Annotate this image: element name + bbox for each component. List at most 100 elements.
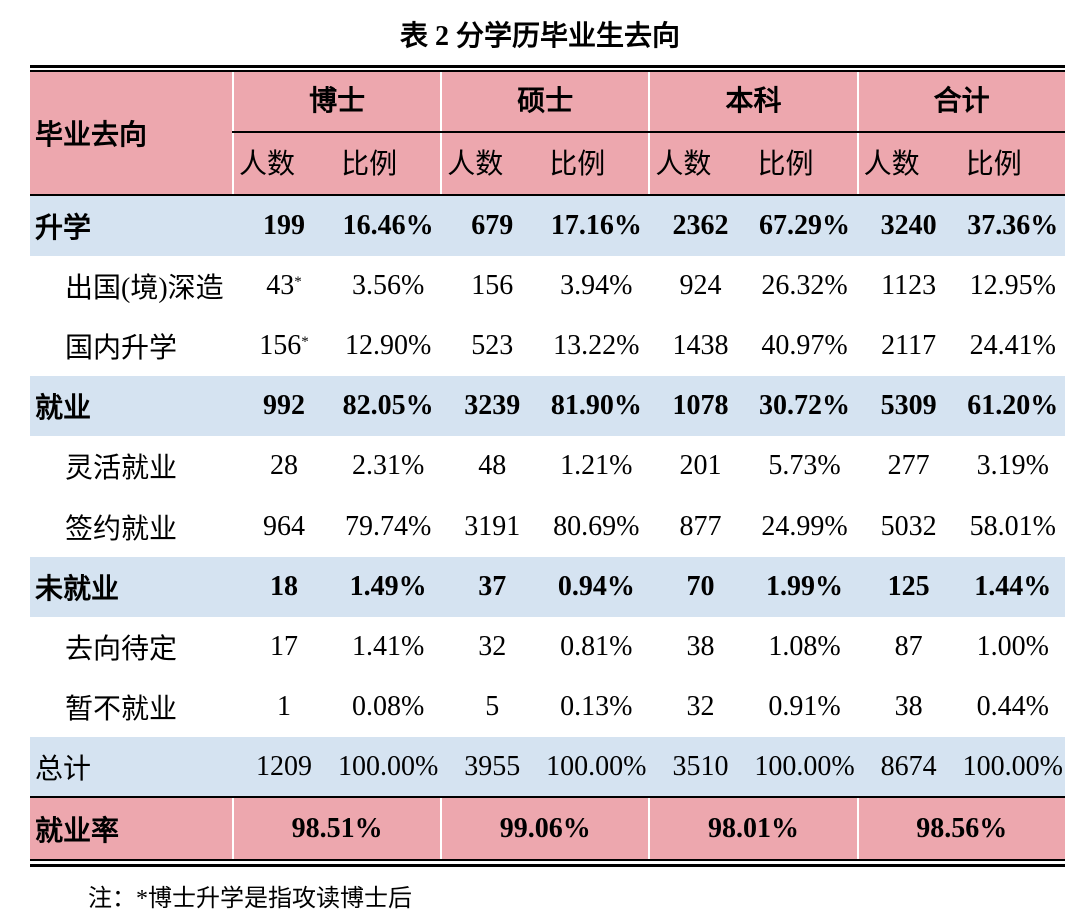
cell-value: 0.91% (768, 690, 841, 722)
cell-value: 32 (478, 630, 507, 662)
cell-value: 100.00% (962, 750, 1063, 782)
row-label: 升学 (35, 213, 92, 245)
cell-value: 16.46% (342, 210, 434, 242)
cell-value: 32 (686, 690, 715, 722)
group-header: 本科 (648, 70, 856, 128)
row-label: 暂不就业 (65, 693, 178, 725)
cell-value: 877 (679, 510, 722, 542)
cell-value: 87 (894, 630, 923, 662)
cell-value: 0.13% (560, 690, 633, 722)
row-bg (30, 556, 1065, 617)
cell-value: 37.36% (967, 210, 1059, 242)
footer-value: 98.56% (856, 798, 1065, 859)
cell-value: 3.19% (976, 450, 1049, 482)
cell-value: 67.29% (759, 210, 851, 242)
row-label: 去向待定 (65, 633, 178, 665)
footer-bg (30, 798, 1065, 859)
cell-value: 30.72% (759, 390, 851, 422)
row-bg (30, 376, 1065, 437)
row-label: 未就业 (35, 573, 120, 605)
cell-value: 17 (270, 630, 299, 662)
cell-value: 277 (887, 450, 930, 482)
cell-value: 0.94% (557, 570, 635, 602)
group-header: 硕士 (440, 70, 648, 128)
cell-value: 3239 (464, 390, 521, 422)
cell-value: 5032 (880, 510, 937, 542)
cell-value: 3.94% (560, 270, 633, 302)
row-bg (30, 196, 1065, 257)
cell-value: 1078 (672, 390, 729, 422)
cell-value: 79.74% (344, 510, 432, 542)
cell-value: 201 (679, 450, 722, 482)
cell-value: 3955 (464, 750, 521, 782)
cell-value: 2362 (672, 210, 729, 242)
cell-value: 61.20% (967, 390, 1059, 422)
cell-value: 5.73% (768, 450, 841, 482)
row-bg (30, 736, 1065, 797)
corner: 毕业去向 (35, 119, 148, 151)
cell-value: 58.01% (969, 510, 1056, 542)
sub-header: 比例 (549, 148, 606, 180)
footer-label: 就业率 (35, 815, 120, 847)
footer-value: 99.06% (440, 798, 648, 859)
cell-value: 1.08% (768, 630, 841, 662)
cell-value: 100.00% (337, 750, 439, 782)
cell-value: 24.99% (761, 510, 848, 542)
sub-header: 人数 (440, 128, 544, 195)
cell-value: 1.00% (976, 630, 1049, 662)
rule (30, 859, 1065, 861)
footnote: 注：*博士升学是指攻读博士后 (88, 886, 412, 912)
cell-value: 1438 (672, 330, 729, 362)
cell-value: 12.90% (344, 330, 432, 362)
sub-header: 比例 (757, 148, 814, 180)
cell-text: 156 (259, 330, 302, 362)
cell-value: 81.90% (550, 390, 642, 422)
cell-value: 3.56% (351, 270, 425, 302)
footnote-mark: * (294, 273, 302, 290)
cell-value: 37 (478, 570, 507, 602)
cell-value: 82.05% (342, 390, 434, 422)
sub-header: 人数 (856, 128, 961, 195)
sub-header: 比例 (965, 148, 1022, 180)
cell-value: 5309 (880, 390, 937, 422)
cell-value: 199 (263, 210, 306, 242)
cell-value: 1.44% (974, 570, 1052, 602)
sub-header: 比例 (341, 148, 398, 180)
row-label: 出国(境)深造 (65, 273, 224, 305)
cell-value: 992 (263, 390, 306, 422)
cell-value: 156 * (232, 316, 336, 376)
row-label: 就业 (35, 393, 92, 425)
group-header: 合计 (856, 70, 1065, 128)
cell-value: 5 (485, 690, 500, 722)
cell-value: 1123 (881, 270, 937, 302)
cell-value: 12.95% (969, 270, 1056, 302)
rule (232, 131, 1065, 133)
footer-value: 98.01% (648, 798, 856, 859)
cell-value: 26.32% (761, 270, 848, 302)
row-label: 国内升学 (65, 333, 178, 365)
cell-value: 13.22% (553, 330, 640, 362)
cell-value: 24.41% (969, 330, 1056, 362)
rule (30, 194, 1065, 196)
row-label: 灵活就业 (65, 453, 178, 485)
cell-value: 1209 (256, 750, 313, 782)
cell-value: 40.97% (761, 330, 848, 362)
cell-value: 0.81% (560, 630, 633, 662)
cell-value: 964 (263, 510, 306, 542)
footer-value: 98.51% (232, 798, 440, 859)
rule (30, 70, 1065, 72)
cell-value: 0.08% (351, 690, 425, 722)
cell-value: 1.21% (560, 450, 633, 482)
cell-value: 70 (686, 570, 715, 602)
cell-value: 80.69% (553, 510, 640, 542)
cell-value: 924 (679, 270, 722, 302)
cell-value: 38 (686, 630, 715, 662)
cell-value: 679 (471, 210, 514, 242)
table-title: 表 2 分学历毕业生去向 (399, 21, 680, 52)
cell-value: 18 (270, 570, 299, 602)
cell-value: 48 (478, 450, 507, 482)
cell-value: 523 (471, 330, 514, 362)
sub-header: 人数 (232, 128, 336, 195)
cell-value: 1.49% (349, 570, 427, 602)
